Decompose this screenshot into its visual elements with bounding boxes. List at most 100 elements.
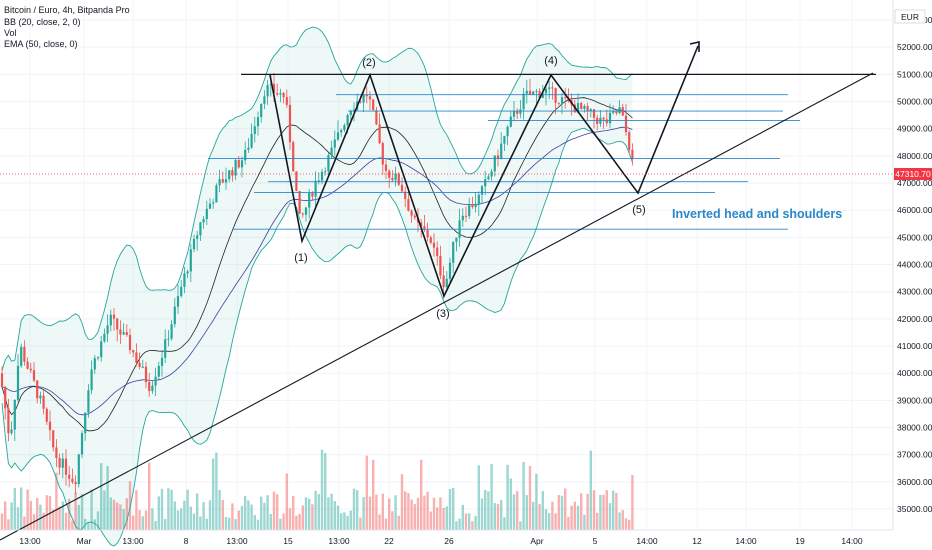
horizontal-levels: [208, 94, 800, 230]
candle-body: [535, 91, 538, 93]
candle-body: [461, 215, 464, 221]
candle-body: [0, 373, 4, 387]
candle-body: [212, 202, 215, 204]
volume-bar: [420, 459, 423, 530]
volume-bar: [612, 490, 615, 530]
candle-body: [477, 194, 480, 204]
bollinger-basis: [1, 97, 633, 432]
volume-bar: [468, 513, 471, 530]
volume-bar: [7, 519, 10, 530]
volume-bar: [391, 511, 394, 530]
volume-bar: [237, 510, 240, 530]
candle-body: [279, 92, 282, 95]
candle-body: [93, 358, 96, 370]
candle-body: [256, 117, 260, 127]
candle-body: [474, 203, 477, 208]
candle-body: [13, 399, 16, 430]
candle-body: [557, 102, 560, 104]
time-tick-label: 8: [184, 536, 189, 546]
volume-bar: [231, 503, 234, 530]
candle-body: [170, 324, 173, 339]
candle-body: [381, 143, 384, 165]
indicator-vol[interactable]: Vol: [4, 28, 17, 38]
volume-bar: [205, 518, 208, 530]
candle-body: [362, 94, 365, 103]
volume-bar: [436, 507, 439, 530]
candle-body: [365, 94, 368, 97]
zigzag-pattern[interactable]: [269, 45, 699, 299]
volume-bar: [260, 496, 263, 530]
candle-body: [375, 110, 378, 125]
volume-bar: [189, 506, 192, 530]
candle-body: [615, 111, 618, 114]
candle-body: [554, 87, 557, 103]
volume-bar: [618, 512, 621, 530]
volume-bar: [352, 488, 356, 530]
volume-bar: [29, 500, 32, 530]
candle-body: [528, 90, 532, 95]
candle-body: [439, 255, 442, 276]
candle-body: [119, 329, 122, 335]
candle-body: [628, 132, 631, 150]
volume-bar: [397, 515, 400, 530]
candle-body: [77, 454, 80, 485]
candle-body: [512, 110, 516, 117]
volume-bar: [109, 497, 112, 530]
pattern-drawing: [0, 41, 876, 541]
pattern-point-label: (2): [362, 57, 375, 69]
candle-body: [247, 147, 250, 150]
volume-bar: [631, 474, 634, 530]
candle-body: [55, 447, 58, 459]
candle-body: [397, 173, 400, 185]
price-tick-label: 48000.00: [897, 151, 932, 161]
volume-bar: [525, 495, 528, 530]
time-tick-label: 13:00: [19, 536, 41, 546]
candle-body: [490, 171, 493, 177]
volume-bar: [196, 493, 199, 530]
candle-body: [183, 273, 186, 287]
candle-body: [176, 296, 180, 307]
candle-body: [26, 361, 29, 369]
volume-bar: [423, 495, 426, 530]
candle-body: [544, 88, 548, 94]
candle-body: [368, 96, 372, 100]
volume-bar: [266, 495, 269, 530]
candle-body: [308, 192, 311, 208]
volume-bar: [570, 505, 573, 530]
price-axis[interactable]: 53000.0052000.0051000.0050000.0049000.00…: [892, 0, 932, 530]
volume-bar: [512, 494, 516, 530]
currency-badge-box[interactable]: [894, 9, 926, 24]
time-tick-label: 12: [692, 536, 702, 546]
volume-bar: [452, 487, 455, 530]
volume-bar: [74, 492, 77, 530]
indicator-ema[interactable]: EMA (50, close, 0): [4, 39, 78, 49]
trend-line[interactable]: [0, 72, 874, 541]
candle-body: [157, 365, 160, 377]
volume-bar: [343, 512, 346, 530]
candle-body: [576, 103, 580, 113]
candle-body: [516, 110, 519, 114]
volume-bar: [464, 513, 468, 530]
volume-bar: [304, 497, 308, 530]
volume-bar: [170, 489, 173, 530]
candle-body: [189, 249, 192, 272]
symbol-title: Bitcoin / Euro, 4h, Bitpanda Pro: [4, 5, 130, 15]
candle-body: [48, 421, 52, 431]
candle-body: [106, 325, 109, 334]
candle-body: [468, 204, 471, 217]
volume-bar: [122, 509, 125, 530]
volume-bar: [560, 495, 564, 530]
price-tick-label: 44000.00: [897, 260, 932, 270]
volume-bar: [39, 504, 42, 530]
candle-body: [448, 262, 452, 279]
candle-body: [192, 238, 196, 250]
candle-body: [180, 286, 183, 297]
volume-bar: [173, 501, 176, 530]
volume-bar: [96, 511, 100, 530]
indicator-bb[interactable]: BB (20, close, 2, 0): [4, 17, 81, 27]
candle-body: [218, 179, 221, 186]
volume-bar: [61, 501, 64, 530]
candle-body: [586, 106, 589, 112]
time-axis[interactable]: 13:00 Mar 13:00 8 13:00 15 13:00 22 26 Apr 5 14:00 1…: [0, 529, 893, 546]
